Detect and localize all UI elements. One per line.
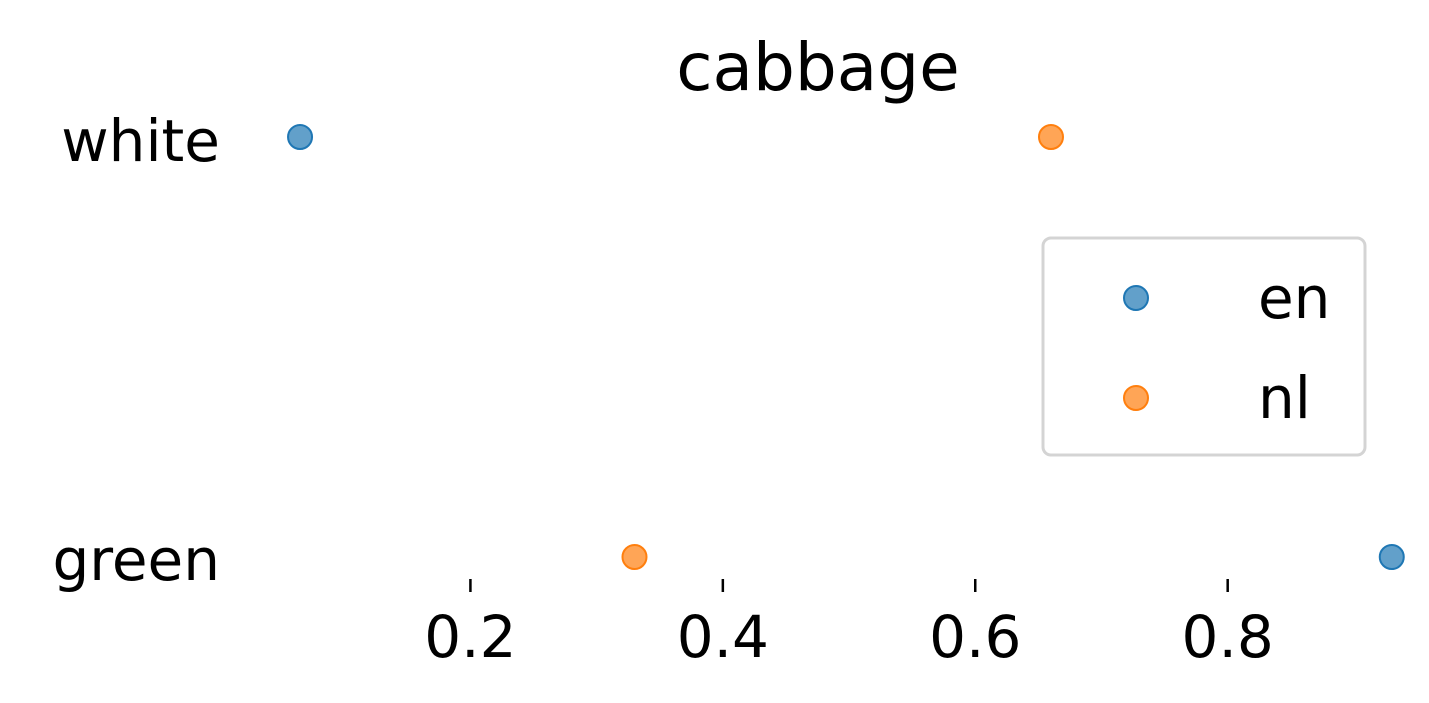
y-category-label-white: white — [61, 107, 220, 175]
x-tick-label: 0.8 — [1182, 603, 1274, 671]
chart-title: cabbage — [676, 29, 959, 106]
x-tick-label: 0.6 — [929, 603, 1021, 671]
x-tick-label: 0.2 — [424, 603, 516, 671]
data-point-nl-white — [1037, 124, 1064, 150]
legend-label-en: en — [1258, 264, 1330, 332]
legend-marker-nl — [1123, 385, 1149, 411]
data-point-nl-green — [621, 544, 648, 570]
data-points — [287, 124, 1405, 570]
x-tick-label: 0.4 — [677, 603, 769, 671]
legend-marker-en — [1123, 285, 1149, 311]
y-category-label-green: green — [52, 526, 220, 594]
legend-label-nl: nl — [1258, 364, 1311, 432]
data-point-en-white — [287, 124, 314, 150]
x-axis-ticks: 0.2 0.4 0.6 0.8 — [424, 579, 1274, 671]
legend: en nl — [1041, 236, 1367, 457]
data-point-en-green — [1378, 544, 1405, 570]
